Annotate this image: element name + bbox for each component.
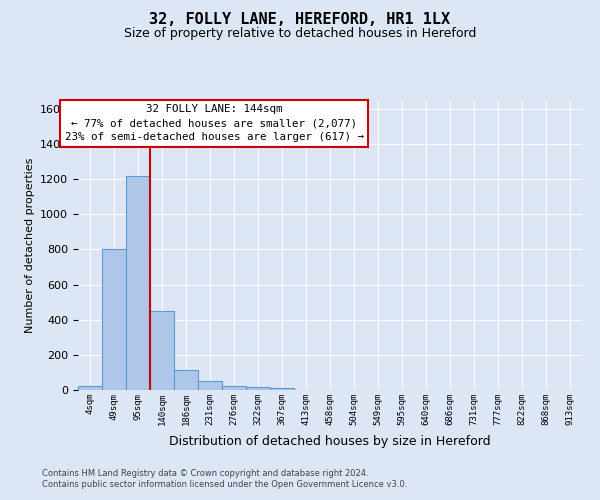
- Text: Size of property relative to detached houses in Hereford: Size of property relative to detached ho…: [124, 28, 476, 40]
- Bar: [198, 381, 222, 390]
- Text: 32 FOLLY LANE: 144sqm
← 77% of detached houses are smaller (2,077)
23% of semi-d: 32 FOLLY LANE: 144sqm ← 77% of detached …: [65, 104, 364, 142]
- Bar: [222, 386, 246, 390]
- Bar: [246, 387, 270, 390]
- Text: 32, FOLLY LANE, HEREFORD, HR1 1LX: 32, FOLLY LANE, HEREFORD, HR1 1LX: [149, 12, 451, 28]
- Bar: [270, 388, 294, 390]
- Bar: [102, 250, 126, 390]
- Bar: [126, 176, 150, 390]
- Text: Contains HM Land Registry data © Crown copyright and database right 2024.: Contains HM Land Registry data © Crown c…: [42, 468, 368, 477]
- Y-axis label: Number of detached properties: Number of detached properties: [25, 158, 35, 332]
- Text: Distribution of detached houses by size in Hereford: Distribution of detached houses by size …: [169, 435, 491, 448]
- Bar: [174, 370, 198, 390]
- Bar: [78, 386, 102, 390]
- Text: Contains public sector information licensed under the Open Government Licence v3: Contains public sector information licen…: [42, 480, 407, 489]
- Bar: [150, 311, 174, 390]
